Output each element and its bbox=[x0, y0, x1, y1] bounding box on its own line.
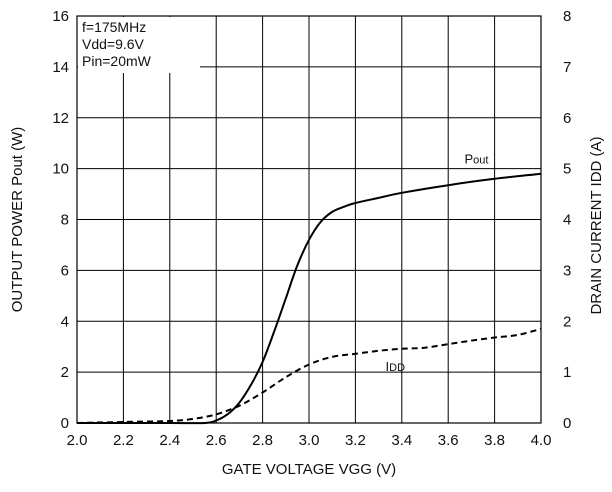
y-right-tick-label: 7 bbox=[563, 59, 571, 76]
x-tick-label: 2.6 bbox=[206, 432, 227, 449]
series-label-pout: Pout bbox=[464, 152, 488, 167]
y-left-tick-label: 10 bbox=[52, 161, 69, 178]
x-tick-label: 3.6 bbox=[438, 432, 459, 449]
y-axis-right-label: DRAIN CURRENT IDD (A) bbox=[588, 136, 605, 314]
y-right-tick-label: 4 bbox=[563, 212, 571, 229]
y-left-tick-label: 2 bbox=[61, 364, 69, 381]
y-right-tick-label: 5 bbox=[563, 161, 571, 178]
y-left-tick-label: 12 bbox=[52, 110, 69, 127]
x-tick-label: 2.8 bbox=[252, 432, 273, 449]
y-right-tick-label: 8 bbox=[563, 8, 571, 25]
x-tick-label: 3.8 bbox=[484, 432, 505, 449]
tick-layer: 2.0 2.2 2.4 2.6 2.8 3.0 3.2 3.4 3.6 3.8 4.00246810… bbox=[52, 8, 571, 449]
y-right-tick-label: 3 bbox=[563, 262, 571, 279]
x-tick-label: 2.4 bbox=[159, 432, 180, 449]
x-tick-label: 3.2 bbox=[345, 432, 366, 449]
series-line-pout bbox=[77, 172, 542, 425]
series-line-idd bbox=[76, 327, 542, 424]
x-tick-label: 2.0 bbox=[67, 432, 88, 449]
y-left-tick-label: 6 bbox=[61, 262, 69, 279]
y-left-tick-label: 4 bbox=[61, 313, 69, 330]
y-left-tick-label: 0 bbox=[61, 415, 69, 432]
y-right-tick-label: 2 bbox=[563, 313, 571, 330]
x-axis-label: GATE VOLTAGE VGG (V) bbox=[222, 461, 396, 478]
series-label-idd: IDD bbox=[386, 359, 406, 374]
y-right-tick-label: 6 bbox=[563, 110, 571, 127]
y-left-tick-label: 8 bbox=[61, 212, 69, 229]
condition-annotation: Vdd=9.6V bbox=[82, 36, 145, 52]
x-tick-label: 3.4 bbox=[391, 432, 412, 449]
y-right-tick-label: 1 bbox=[563, 364, 571, 381]
x-tick-label: 3.0 bbox=[299, 432, 320, 449]
grid-layer bbox=[77, 16, 541, 423]
condition-annotation: f=175MHz bbox=[82, 19, 146, 35]
y-axis-left-label: OUTPUT POWER Pout (W) bbox=[9, 127, 26, 313]
series-layer bbox=[76, 172, 542, 425]
x-tick-label: 4.0 bbox=[531, 432, 552, 449]
annotation-background bbox=[78, 17, 200, 73]
y-left-tick-label: 16 bbox=[52, 8, 69, 25]
y-left-tick-label: 14 bbox=[52, 59, 69, 76]
x-tick-label: 2.2 bbox=[113, 432, 134, 449]
y-right-tick-label: 0 bbox=[563, 415, 571, 432]
condition-annotation: Pin=20mW bbox=[82, 53, 152, 69]
plot-frame bbox=[76, 15, 542, 424]
